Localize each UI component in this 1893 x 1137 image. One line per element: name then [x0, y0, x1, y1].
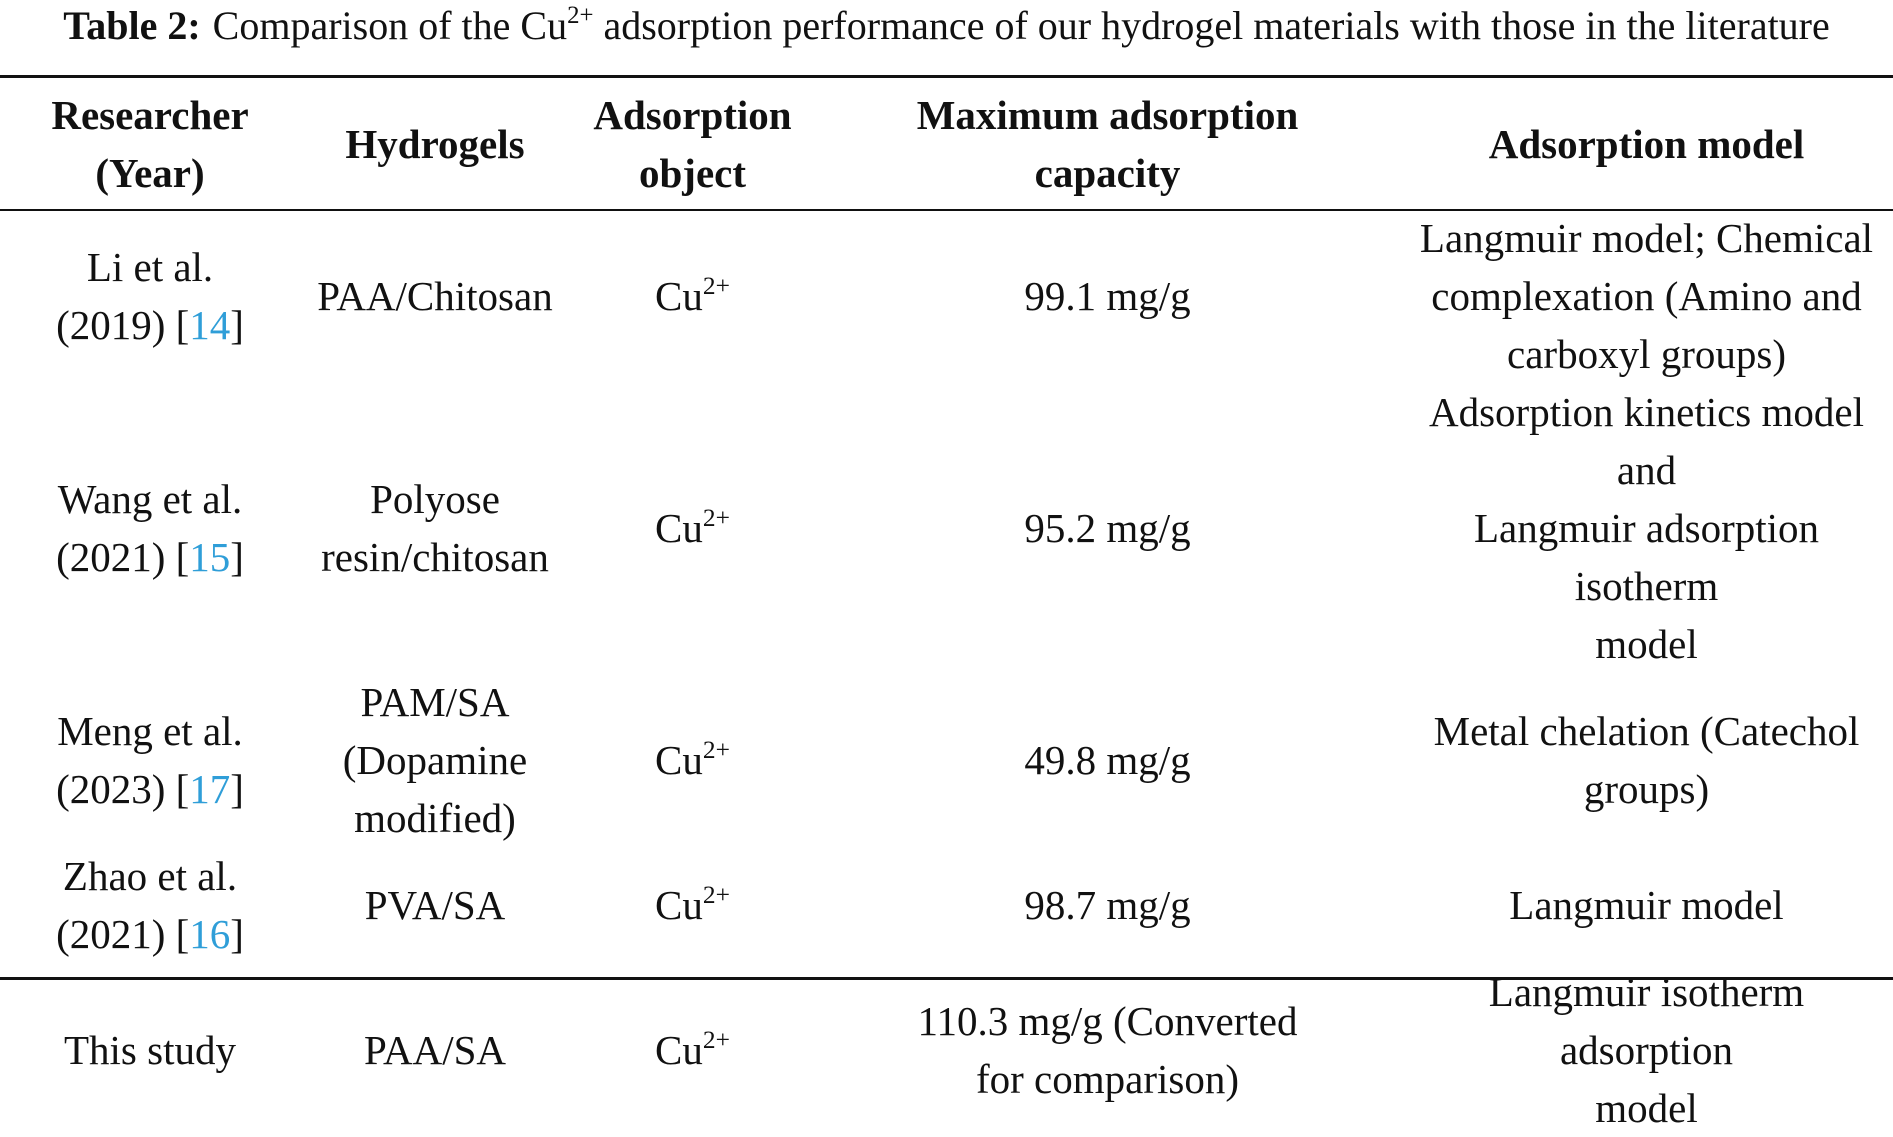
cell-hydrogel: PAA/Chitosan — [317, 273, 553, 319]
cell-researcher: Zhao et al. (2021) [16] — [56, 853, 244, 957]
comparison-table: Researcher (Year) Hydrogels Adsorption o… — [0, 78, 1893, 1137]
cell-hydrogel: PAA/SA — [363, 1027, 507, 1073]
cell-adsorption-object: Cu2+ — [655, 1026, 730, 1073]
cell-hydrogel: PAM/SA (Dopamine modified) — [342, 679, 528, 841]
table-bottom-rule — [0, 977, 1893, 980]
header-adsorption-model: Adsorption model — [1488, 120, 1805, 167]
table-row: Li et al. (2019) [14] PAA/Chitosan Cu2+ … — [0, 209, 1893, 383]
cell-researcher: Li et al. (2019) [14] — [56, 244, 244, 348]
cell-capacity: 95.2 mg/g — [1024, 505, 1191, 551]
cell-researcher: Meng et al. (2023) [17] — [56, 708, 244, 812]
table-caption-text: Comparison of the Cu2+ adsorption perfor… — [212, 2, 1830, 48]
cell-hydrogel: Polyose resin/chitosan — [321, 476, 549, 580]
cell-capacity: 110.3 mg/g (Converted for comparison) — [917, 998, 1298, 1102]
cell-adsorption-object: Cu2+ — [655, 272, 730, 319]
reference-link[interactable]: 16 — [189, 911, 231, 957]
cell-researcher: This study — [64, 1027, 236, 1073]
table-caption-label: Table 2: — [63, 3, 201, 48]
cell-capacity: 49.8 mg/g — [1024, 737, 1191, 783]
table-row: Meng et al. (2023) [17] PAM/SA (Dopamine… — [0, 673, 1893, 847]
cell-model: Metal chelation (Catechol groups) — [1433, 708, 1860, 812]
reference-link[interactable]: 17 — [189, 766, 231, 812]
cell-capacity: 98.7 mg/g — [1024, 882, 1191, 928]
cell-adsorption-object: Cu2+ — [655, 736, 730, 783]
table-top-rule — [0, 75, 1893, 78]
reference-link[interactable]: 14 — [189, 302, 231, 348]
cell-model: Langmuir isotherm adsorption model — [1488, 969, 1805, 1131]
table-row: This study PAA/SA Cu2+ 110.3 mg/g (Conve… — [0, 963, 1893, 1137]
header-adsorption-object: Adsorption object — [593, 91, 792, 196]
cell-model: Langmuir model; Chemical complexation (A… — [1419, 215, 1874, 377]
table-row: Zhao et al. (2021) [16] PVA/SA Cu2+ 98.7… — [0, 847, 1893, 963]
table-caption: Table 2: Comparison of the Cu2+ adsorptio… — [2, 0, 1891, 52]
cell-model: Langmuir model — [1509, 882, 1784, 928]
table-header-row: Researcher (Year) Hydrogels Adsorption o… — [0, 78, 1893, 209]
cell-adsorption-object: Cu2+ — [655, 881, 730, 928]
header-researcher: Researcher (Year) — [51, 91, 249, 196]
reference-link[interactable]: 15 — [189, 534, 231, 580]
cell-capacity: 99.1 mg/g — [1024, 273, 1191, 319]
cell-adsorption-object: Cu2+ — [655, 504, 730, 551]
table-header-rule — [0, 209, 1893, 211]
header-hydrogels: Hydrogels — [345, 120, 525, 167]
cell-hydrogel: PVA/SA — [364, 882, 506, 928]
table-row: Wang et al. (2021) [15] Polyose resin/ch… — [0, 383, 1893, 673]
cell-researcher: Wang et al. (2021) [15] — [56, 476, 244, 580]
header-max-capacity: Maximum adsorption capacity — [916, 91, 1299, 196]
cell-model: Adsorption kinetics model and Langmuir a… — [1428, 389, 1864, 667]
